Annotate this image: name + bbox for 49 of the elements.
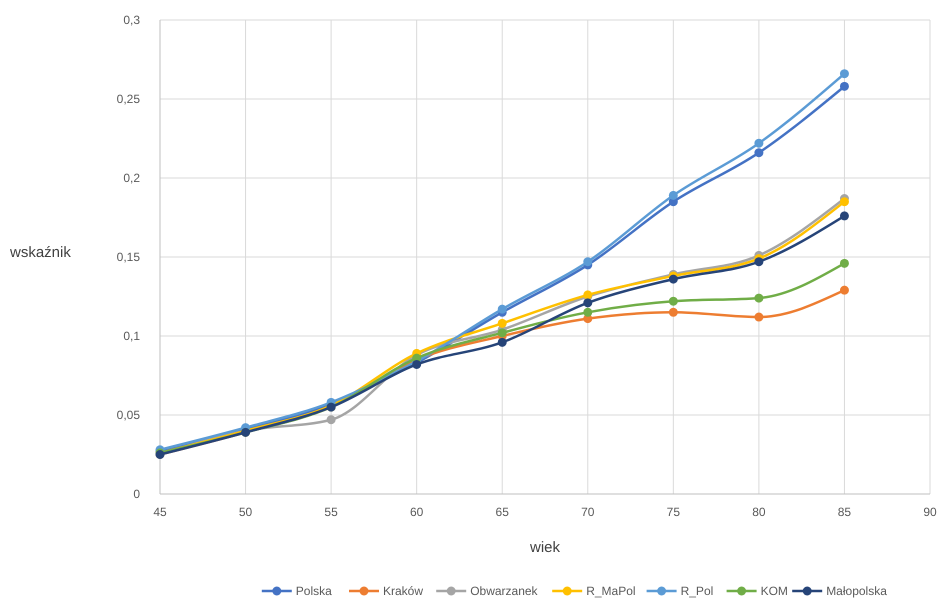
x-tick-label: 60 (410, 505, 424, 519)
point (668, 274, 678, 284)
point (754, 312, 764, 322)
x-axis-title: wiek (528, 539, 560, 556)
legend-label: Małopolska (826, 584, 888, 598)
legend-label: Kraków (383, 584, 424, 598)
point (754, 294, 764, 303)
legend-label: KOM (760, 584, 788, 598)
x-tick-label: 45 (153, 505, 167, 519)
legend-label: R_MaPol (586, 584, 636, 598)
point (583, 298, 592, 308)
x-tick-label: 85 (838, 505, 852, 519)
x-tick-label: 50 (238, 505, 253, 519)
x-tick-label: 80 (752, 505, 766, 519)
point (840, 286, 849, 295)
point (498, 318, 507, 328)
x-tick-label: 55 (324, 505, 338, 519)
x-tick-label: 90 (923, 505, 937, 519)
point (498, 328, 507, 338)
x-tick-label: 65 (496, 505, 510, 519)
point (754, 257, 764, 266)
y-tick-label: 0 (133, 487, 140, 501)
point (583, 308, 592, 317)
point (583, 257, 592, 266)
point (840, 82, 849, 91)
y-tick-label: 0,3 (123, 13, 140, 27)
legend-label: R_Pol (680, 584, 714, 598)
y-tick-label: 0,1 (123, 329, 140, 343)
y-tick-label: 0,2 (123, 171, 140, 185)
point (840, 197, 849, 206)
point (754, 148, 764, 158)
point (840, 258, 849, 268)
point (668, 190, 678, 200)
point (668, 296, 678, 306)
point (668, 308, 678, 317)
point (840, 211, 849, 220)
point (498, 338, 507, 347)
point (498, 304, 507, 314)
legend-label: Obwarzanek (470, 584, 539, 598)
point (840, 69, 849, 78)
y-tick-label: 0,25 (116, 92, 140, 106)
x-tick-label: 75 (666, 505, 680, 519)
y-tick-label: 0,15 (116, 250, 140, 264)
y-axis-title: wskaźnik (9, 244, 72, 261)
legend-label: Polska (296, 584, 332, 598)
x-tick-label: 70 (581, 505, 595, 519)
point (754, 138, 764, 148)
y-tick-label: 0,05 (116, 408, 140, 422)
point (326, 415, 336, 424)
